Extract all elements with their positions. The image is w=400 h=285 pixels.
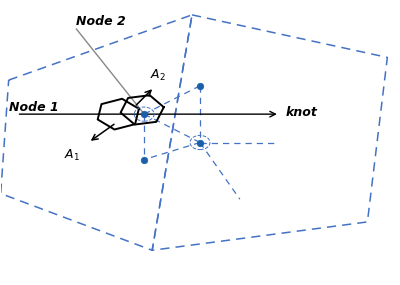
- Text: $A_2$: $A_2$: [150, 68, 166, 84]
- Text: $A_1$: $A_1$: [64, 148, 80, 163]
- Point: [141, 157, 147, 162]
- Text: knot: knot: [286, 106, 318, 119]
- Text: Node 2: Node 2: [76, 15, 126, 28]
- Point: [141, 112, 147, 116]
- Text: Node 1: Node 1: [9, 101, 58, 113]
- Point: [197, 140, 203, 145]
- Point: [197, 84, 203, 88]
